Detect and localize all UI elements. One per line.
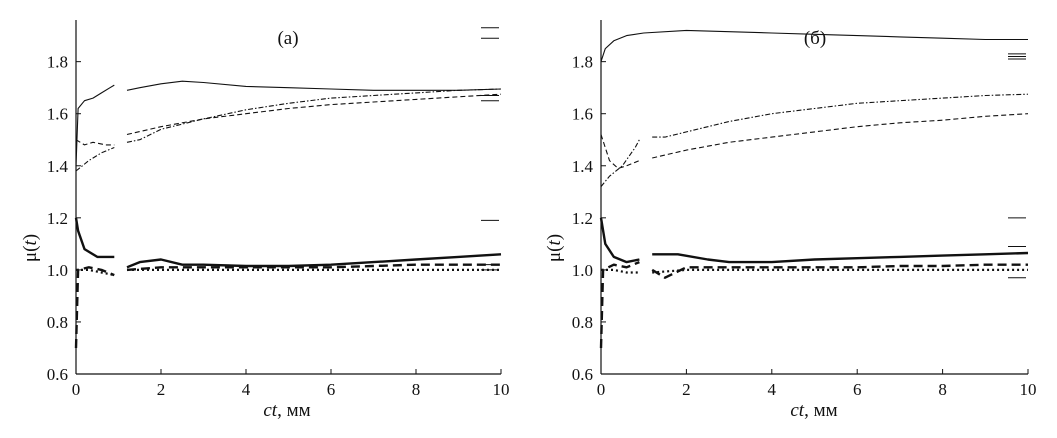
panel-a-y-tick-label: 1.8 <box>47 53 68 72</box>
panel-b-series-line <box>600 139 640 187</box>
panel-a-ylabel-t: t <box>20 240 41 246</box>
panel-a-y-tick-label: 1.6 <box>47 105 68 124</box>
panel-b-series-line <box>651 263 1028 279</box>
panel-a-x-tick-label: 4 <box>242 380 251 399</box>
panel-a-x-tick-label: 2 <box>157 380 166 399</box>
panel-a-series-line <box>126 263 501 272</box>
panel-a-series-line <box>74 266 115 349</box>
panel-a-series-line <box>126 253 502 269</box>
panel-b-ylabel: μ(t) <box>544 234 565 262</box>
panel-b-y-tick-label: 1.0 <box>572 261 593 280</box>
panel-b-x-tick-label: 6 <box>853 380 862 399</box>
panel-a-series-line <box>75 139 115 146</box>
panel-a-xlabel-unit: , мм <box>277 400 311 421</box>
panel-b-ylabel-t: t <box>544 240 565 246</box>
panel-a-x-tick-label: 0 <box>72 380 81 399</box>
panel-b-y-tick-label: 1.8 <box>572 53 593 72</box>
panel-a-ylabel-mu: μ( <box>20 246 41 263</box>
panel-b-y-tick-label: 0.6 <box>572 365 593 384</box>
panel-a-series-line <box>126 80 502 91</box>
panel-a-series-line <box>74 217 115 259</box>
panel-b-xlabel: ct, мм <box>790 400 837 421</box>
panel-b-series-line <box>652 251 1029 264</box>
panel-b-x-tick-label: 8 <box>938 380 947 399</box>
panel-b-y-tick-label: 0.8 <box>572 313 593 332</box>
panel-b-ylabel-close: ) <box>544 234 565 240</box>
panel-a-series-line <box>75 84 115 166</box>
panel-b-y-tick-label: 1.2 <box>572 209 593 228</box>
panel-b-x-tick-label: 10 <box>1020 380 1037 399</box>
panel-a-series-line <box>126 88 502 143</box>
panel-a-title: (а) <box>277 28 298 49</box>
panel-a-series-line <box>76 268 115 277</box>
panel-b-series-line <box>652 93 1029 138</box>
panel-a-ylabel-close: ) <box>20 234 41 240</box>
panel-b-series-line <box>600 29 1028 62</box>
panel-a-x-tick-label: 10 <box>493 380 510 399</box>
panel-a-series-line <box>126 93 502 136</box>
panel-b-series-line <box>652 113 1029 159</box>
panel-b-ylabel-mu: μ( <box>544 246 565 263</box>
panel-b-series-line <box>599 217 640 264</box>
panel-b-x-tick-label: 2 <box>682 380 691 399</box>
panel-a-ylabel: μ(t) <box>20 234 41 262</box>
panel-a-y-tick-label: 1.4 <box>47 157 69 176</box>
panel-a-y-tick-label: 1.2 <box>47 209 68 228</box>
panel-a-xlabel: ct, мм <box>263 400 310 421</box>
panel-b-series-line <box>652 268 1028 274</box>
panel-a-y-tick-label: 0.6 <box>47 365 68 384</box>
panel-b-x-tick-label: 4 <box>768 380 777 399</box>
panel-b-y-tick-label: 1.6 <box>572 105 593 124</box>
panel-a-y-tick-label: 1.0 <box>47 261 68 280</box>
panel-a-y-tick-label: 0.8 <box>47 313 68 332</box>
panel-b-series-line <box>600 134 640 169</box>
panel-b-series-line <box>601 268 640 274</box>
panel-a-series-line <box>75 146 115 172</box>
panel-b-xlabel-var: ct <box>790 400 804 421</box>
panel-a-x-tick-label: 8 <box>412 380 421 399</box>
panel-b-y-tick-label: 1.4 <box>572 157 594 176</box>
panel-b-title: (б) <box>804 28 826 49</box>
panel-b: (б) ct, мм μ(t) 0 2 4 6 8 10 0.6 0.8 1.0 1.2 1.4 1.… <box>544 20 1037 421</box>
panel-b-xlabel-unit: , мм <box>804 400 838 421</box>
panel-b-x-tick-label: 0 <box>597 380 606 399</box>
panel-a-x-tick-label: 6 <box>327 380 336 399</box>
panel-a: (а) ct, мм μ(t) 0 2 4 6 8 10 0.6 0.8 1.0 1.2 1.4 1.… <box>20 20 510 421</box>
panel-a-xlabel-var: ct <box>263 400 277 421</box>
panel-b-series-line <box>599 260 640 349</box>
